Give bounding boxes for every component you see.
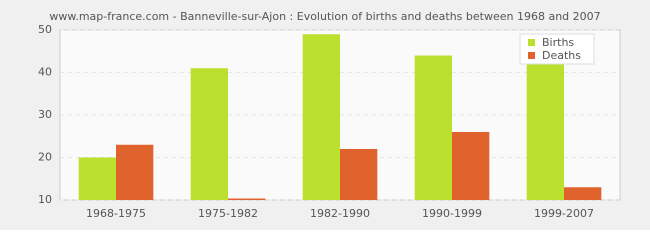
- y-tick-label: 20: [38, 151, 52, 164]
- legend-swatch: [528, 52, 535, 59]
- y-tick-label: 50: [38, 23, 52, 36]
- legend-label: Deaths: [542, 49, 581, 62]
- x-tick-label: 1999-2007: [534, 207, 594, 220]
- x-tick-label: 1990-1999: [422, 207, 482, 220]
- chart: www.map-france.com - Banneville-sur-Ajon…: [0, 0, 650, 230]
- bar: [414, 55, 452, 200]
- legend-swatch: [528, 39, 535, 46]
- y-tick-label: 30: [38, 108, 52, 121]
- bar: [340, 149, 378, 200]
- bar: [190, 68, 228, 200]
- bar: [526, 42, 564, 200]
- bar: [228, 198, 266, 200]
- bar: [452, 132, 490, 200]
- legend-label: Births: [542, 36, 574, 49]
- x-tick-label: 1975-1982: [198, 207, 258, 220]
- chart-title: www.map-france.com - Banneville-sur-Ajon…: [49, 10, 600, 23]
- bar: [302, 34, 340, 200]
- x-tick-label: 1968-1975: [86, 207, 146, 220]
- x-tick-label: 1982-1990: [310, 207, 370, 220]
- bar: [78, 157, 116, 200]
- bar: [116, 144, 154, 200]
- bar: [564, 187, 602, 200]
- y-tick-label: 10: [38, 193, 52, 206]
- y-tick-label: 40: [38, 66, 52, 79]
